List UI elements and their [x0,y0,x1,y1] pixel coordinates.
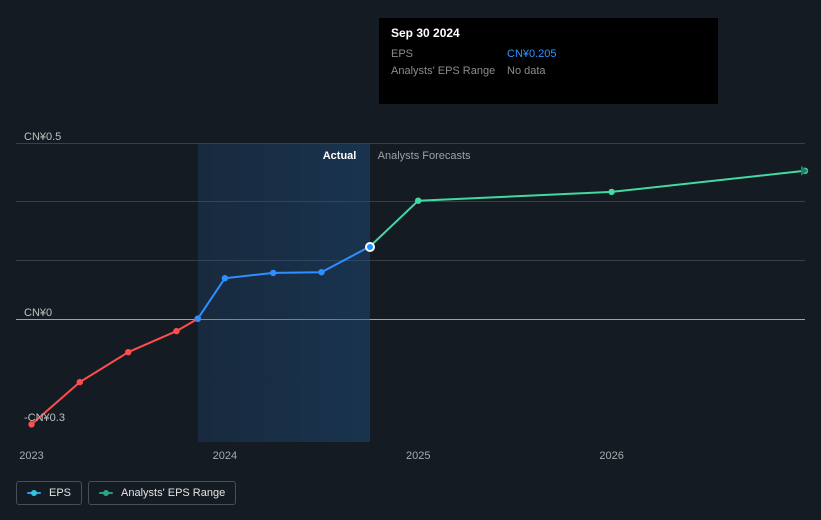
x-axis-label: 2024 [213,450,237,462]
x-axis-label: 2023 [19,450,43,462]
legend-item[interactable]: Analysts' EPS Range [88,481,236,505]
series-point [222,275,228,281]
legend-label: EPS [49,487,71,499]
series-point [173,328,179,334]
y-axis-label: CN¥0.5 [24,131,61,143]
chart-tooltip: Sep 30 2024 EPSCN¥0.205Analysts' EPS Ran… [379,18,718,104]
x-axis-label: 2025 [406,450,430,462]
hover-point-marker [365,242,375,252]
tooltip-row-label: Analysts' EPS Range [391,63,507,80]
tooltip-row-value: No data [507,63,546,80]
legend-swatch-icon [27,489,41,497]
series-point [125,349,131,355]
series-point [608,189,614,195]
y-axis-label: CN¥0 [24,307,52,319]
y-axis-label: -CN¥0.3 [24,412,65,424]
series-point [270,270,276,276]
series-point [415,198,421,204]
tooltip-row-value: CN¥0.205 [507,46,557,63]
forecast-end-marker [801,166,808,176]
legend-swatch-icon [99,489,113,497]
phase-label-forecast: Analysts Forecasts [378,150,471,162]
series-point [77,379,83,385]
tooltip-row-label: EPS [391,46,507,63]
phase-label-actual: Actual [323,150,357,162]
tooltip-row: EPSCN¥0.205 [391,46,706,63]
x-axis-label: 2026 [599,450,623,462]
tooltip-rows: EPSCN¥0.205Analysts' EPS RangeNo data [391,46,706,80]
series-point [318,269,324,275]
tooltip-row: Analysts' EPS RangeNo data [391,63,706,80]
series-eps-negative [32,319,198,425]
series-eps-positive [198,247,370,319]
series-point [195,316,201,322]
legend-item[interactable]: EPS [16,481,82,505]
chart-legend: EPS Analysts' EPS Range [16,481,236,505]
series-eps-forecast [370,171,805,247]
legend-label: Analysts' EPS Range [121,487,225,499]
tooltip-title: Sep 30 2024 [391,26,706,40]
